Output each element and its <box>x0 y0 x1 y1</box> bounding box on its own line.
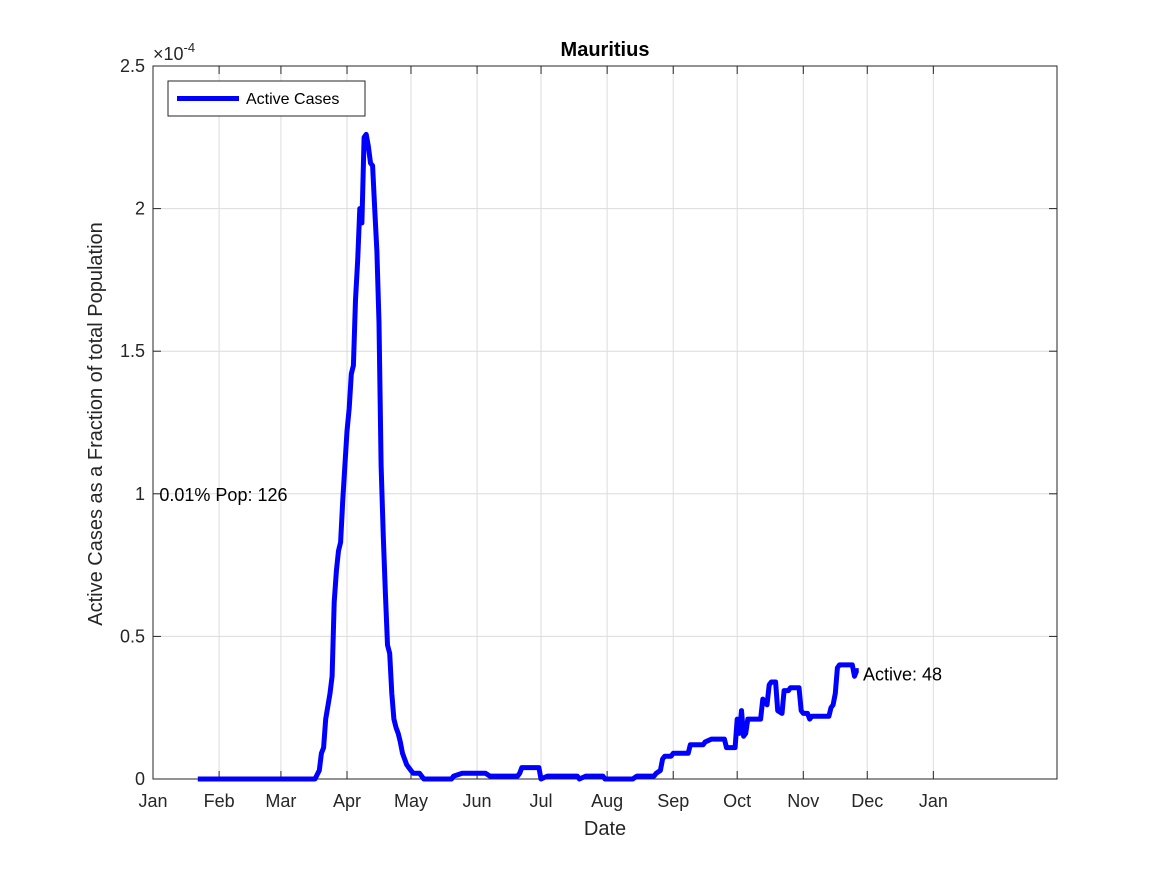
x-tick-label: Jun <box>463 791 492 811</box>
y-tick-label: 0.5 <box>120 626 145 646</box>
x-tick-labels: Jan Feb Mar Apr May Jun Jul Aug Sep Oct Nov Dec Jan <box>138 791 947 811</box>
y-exponent: ×10-4 <box>153 40 195 64</box>
annotations: 0.01% Pop: 126 Active: 48 <box>159 485 942 685</box>
annotation-label: 0.01% Pop: 126 <box>159 485 287 505</box>
x-tick-label: Feb <box>204 791 235 811</box>
x-tick-label: Mar <box>265 791 296 811</box>
y-tick-label: 1.5 <box>120 341 145 361</box>
x-tick-label: May <box>394 791 428 811</box>
x-tick-label: Sep <box>657 791 689 811</box>
x-tick-label: Dec <box>851 791 883 811</box>
x-tick-label: Aug <box>591 791 623 811</box>
y-tick-label: 2 <box>135 199 145 219</box>
x-tick-label: Oct <box>723 791 751 811</box>
x-axis-label: Date <box>584 818 626 840</box>
x-tick-label: Jan <box>919 791 948 811</box>
y-tick-label: 1 <box>135 484 145 504</box>
annotation-label: Active: 48 <box>863 664 942 684</box>
series-layer <box>197 131 860 782</box>
plot-area <box>153 66 1057 779</box>
legend[interactable]: Active Cases <box>167 80 366 117</box>
y-tick-labels: 0 0.5 1 1.5 2 2.5 <box>120 56 145 789</box>
x-tick-label: Nov <box>787 791 819 811</box>
legend-label-active-cases: Active Cases <box>246 91 339 108</box>
y-tick-label: 0 <box>135 769 145 789</box>
y-axis-label: Active Cases as a Fraction of total Popu… <box>85 222 107 626</box>
y-tick-label: 2.5 <box>120 56 145 76</box>
x-tick-label: Jan <box>138 791 167 811</box>
chart-title: Mauritius <box>561 39 650 61</box>
x-tick-label: Apr <box>333 791 361 811</box>
x-tick-label: Jul <box>530 791 553 811</box>
